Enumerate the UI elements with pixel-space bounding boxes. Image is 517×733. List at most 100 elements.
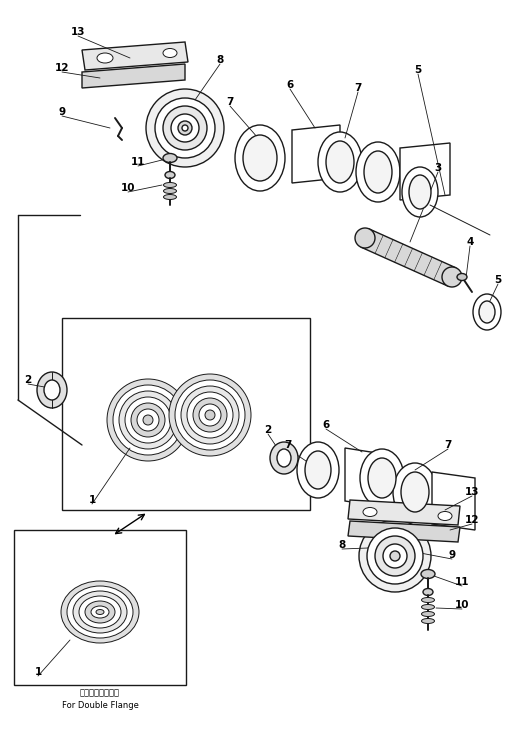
Ellipse shape bbox=[169, 374, 251, 456]
Ellipse shape bbox=[421, 611, 434, 616]
Ellipse shape bbox=[409, 175, 431, 209]
Ellipse shape bbox=[131, 403, 165, 437]
Text: 4: 4 bbox=[466, 237, 474, 247]
Ellipse shape bbox=[364, 151, 392, 193]
Ellipse shape bbox=[277, 449, 291, 467]
Ellipse shape bbox=[421, 605, 434, 610]
Ellipse shape bbox=[356, 142, 400, 202]
Ellipse shape bbox=[96, 610, 104, 614]
Ellipse shape bbox=[243, 135, 277, 181]
Ellipse shape bbox=[163, 153, 177, 163]
Text: 7: 7 bbox=[284, 440, 292, 450]
Ellipse shape bbox=[368, 458, 396, 498]
Ellipse shape bbox=[442, 267, 462, 287]
Ellipse shape bbox=[119, 391, 177, 449]
Ellipse shape bbox=[107, 379, 189, 461]
Text: 1: 1 bbox=[34, 667, 42, 677]
Text: 2: 2 bbox=[264, 425, 271, 435]
Ellipse shape bbox=[235, 125, 285, 191]
Ellipse shape bbox=[187, 392, 233, 438]
Polygon shape bbox=[348, 500, 460, 525]
Text: 6: 6 bbox=[323, 420, 330, 430]
Text: 1: 1 bbox=[88, 495, 96, 505]
Text: 2: 2 bbox=[24, 375, 32, 385]
Ellipse shape bbox=[393, 463, 437, 521]
Text: 10: 10 bbox=[455, 600, 469, 610]
Text: 5: 5 bbox=[494, 275, 501, 285]
Text: 7: 7 bbox=[354, 83, 362, 93]
Bar bbox=[62, 318, 310, 510]
Text: 11: 11 bbox=[131, 157, 145, 167]
Ellipse shape bbox=[305, 451, 331, 489]
Ellipse shape bbox=[326, 141, 354, 183]
Text: 9: 9 bbox=[58, 107, 66, 117]
Ellipse shape bbox=[178, 121, 192, 135]
Ellipse shape bbox=[171, 114, 199, 142]
Ellipse shape bbox=[143, 415, 153, 425]
Text: 12: 12 bbox=[465, 515, 479, 525]
Ellipse shape bbox=[199, 404, 221, 426]
Ellipse shape bbox=[61, 581, 139, 643]
Ellipse shape bbox=[163, 106, 207, 150]
Text: ダフルフランジ用: ダフルフランジ用 bbox=[80, 688, 120, 698]
Ellipse shape bbox=[137, 409, 159, 431]
Polygon shape bbox=[400, 143, 450, 200]
Ellipse shape bbox=[155, 98, 215, 158]
Text: 8: 8 bbox=[217, 55, 224, 65]
Ellipse shape bbox=[438, 512, 452, 520]
Ellipse shape bbox=[355, 228, 375, 248]
Text: 11: 11 bbox=[455, 577, 469, 587]
Ellipse shape bbox=[163, 188, 176, 194]
Ellipse shape bbox=[193, 398, 227, 432]
Ellipse shape bbox=[421, 619, 434, 624]
Ellipse shape bbox=[175, 380, 245, 450]
Ellipse shape bbox=[375, 536, 415, 576]
Ellipse shape bbox=[182, 125, 188, 131]
Ellipse shape bbox=[113, 385, 183, 455]
Ellipse shape bbox=[163, 48, 177, 57]
Polygon shape bbox=[82, 64, 185, 88]
Ellipse shape bbox=[91, 606, 109, 618]
Polygon shape bbox=[361, 229, 456, 286]
Ellipse shape bbox=[163, 183, 176, 188]
Ellipse shape bbox=[73, 591, 127, 633]
Polygon shape bbox=[82, 42, 188, 70]
Ellipse shape bbox=[367, 528, 423, 584]
Ellipse shape bbox=[401, 472, 429, 512]
Ellipse shape bbox=[181, 386, 239, 444]
Polygon shape bbox=[292, 125, 340, 183]
Ellipse shape bbox=[473, 294, 501, 330]
Ellipse shape bbox=[363, 507, 377, 517]
Polygon shape bbox=[348, 521, 460, 542]
Ellipse shape bbox=[402, 167, 438, 217]
Text: 10: 10 bbox=[121, 183, 135, 193]
Ellipse shape bbox=[165, 172, 175, 179]
Text: 9: 9 bbox=[448, 550, 455, 560]
Ellipse shape bbox=[67, 586, 133, 638]
Ellipse shape bbox=[205, 410, 215, 420]
Text: 8: 8 bbox=[338, 540, 346, 550]
Ellipse shape bbox=[79, 596, 121, 628]
Ellipse shape bbox=[44, 380, 60, 400]
Ellipse shape bbox=[390, 551, 400, 561]
Ellipse shape bbox=[421, 570, 435, 578]
Ellipse shape bbox=[359, 520, 431, 592]
Ellipse shape bbox=[360, 449, 404, 507]
Ellipse shape bbox=[146, 89, 224, 167]
Ellipse shape bbox=[125, 397, 171, 443]
Ellipse shape bbox=[421, 597, 434, 603]
Ellipse shape bbox=[479, 301, 495, 323]
Ellipse shape bbox=[97, 53, 113, 63]
Polygon shape bbox=[432, 472, 475, 530]
Text: 7: 7 bbox=[444, 440, 452, 450]
Ellipse shape bbox=[297, 442, 339, 498]
Text: 13: 13 bbox=[465, 487, 479, 497]
Ellipse shape bbox=[383, 544, 407, 568]
Text: 13: 13 bbox=[71, 27, 85, 37]
Ellipse shape bbox=[37, 372, 67, 408]
Text: 12: 12 bbox=[55, 63, 69, 73]
Polygon shape bbox=[345, 448, 390, 508]
Ellipse shape bbox=[270, 442, 298, 474]
Text: For Double Flange: For Double Flange bbox=[62, 701, 139, 710]
Text: 6: 6 bbox=[286, 80, 294, 90]
